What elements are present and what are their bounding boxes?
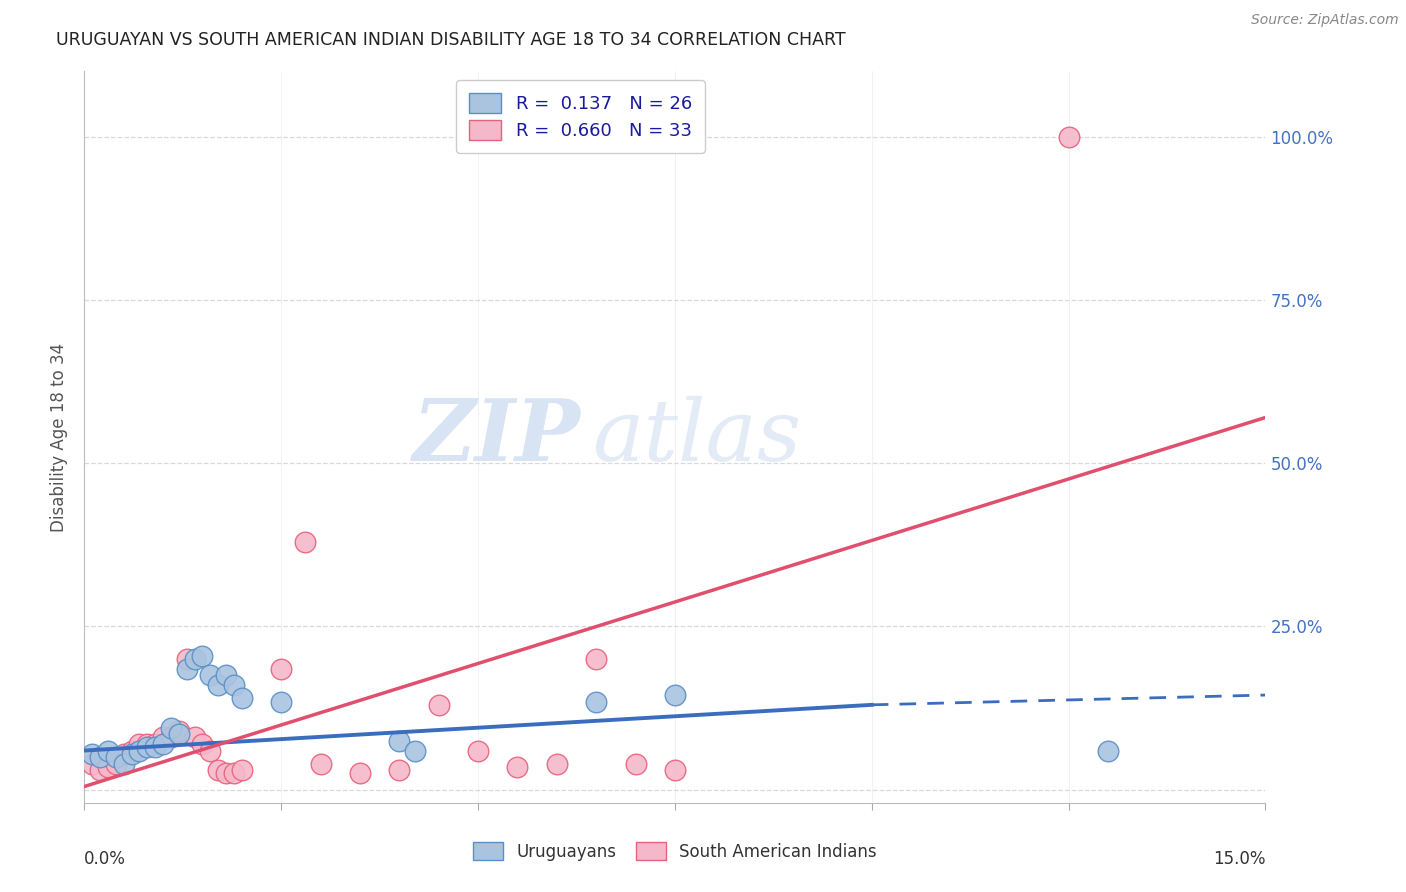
Point	[467, 743, 489, 757]
Point	[270, 662, 292, 676]
Point	[167, 727, 190, 741]
Point	[82, 756, 104, 771]
Point	[152, 731, 174, 745]
Point	[112, 747, 135, 761]
Point	[176, 652, 198, 666]
Text: URUGUAYAN VS SOUTH AMERICAN INDIAN DISABILITY AGE 18 TO 34 CORRELATION CHART: URUGUAYAN VS SOUTH AMERICAN INDIAN DISAB…	[56, 31, 846, 49]
Point	[97, 760, 120, 774]
Point	[388, 733, 411, 747]
Point	[270, 695, 292, 709]
Point	[136, 737, 159, 751]
Point	[191, 737, 214, 751]
Point	[160, 731, 183, 745]
Point	[294, 534, 316, 549]
Point	[664, 763, 686, 777]
Point	[183, 652, 205, 666]
Point	[1097, 743, 1119, 757]
Point	[207, 763, 229, 777]
Point	[231, 691, 253, 706]
Point	[183, 731, 205, 745]
Point	[136, 740, 159, 755]
Point	[167, 723, 190, 738]
Point	[200, 743, 222, 757]
Text: 15.0%: 15.0%	[1213, 850, 1265, 868]
Point	[231, 763, 253, 777]
Point	[160, 721, 183, 735]
Point	[585, 652, 607, 666]
Point	[89, 750, 111, 764]
Point	[143, 740, 166, 755]
Text: Source: ZipAtlas.com: Source: ZipAtlas.com	[1251, 13, 1399, 28]
Text: atlas: atlas	[592, 396, 801, 478]
Point	[82, 747, 104, 761]
Point	[143, 737, 166, 751]
Point	[506, 760, 529, 774]
Point	[121, 743, 143, 757]
Point	[222, 678, 245, 692]
Text: 0.0%: 0.0%	[84, 850, 127, 868]
Point	[89, 763, 111, 777]
Point	[112, 756, 135, 771]
Point	[404, 743, 426, 757]
Y-axis label: Disability Age 18 to 34: Disability Age 18 to 34	[51, 343, 69, 532]
Point	[309, 756, 332, 771]
Point	[585, 695, 607, 709]
Point	[200, 668, 222, 682]
Point	[104, 756, 127, 771]
Point	[121, 747, 143, 761]
Point	[176, 662, 198, 676]
Point	[349, 766, 371, 780]
Point	[152, 737, 174, 751]
Legend: Uruguayans, South American Indians: Uruguayans, South American Indians	[465, 836, 884, 868]
Point	[1057, 129, 1080, 144]
Point	[222, 766, 245, 780]
Point	[128, 737, 150, 751]
Point	[546, 756, 568, 771]
Point	[191, 648, 214, 663]
Point	[104, 750, 127, 764]
Point	[97, 743, 120, 757]
Point	[624, 756, 647, 771]
Text: ZIP: ZIP	[412, 395, 581, 479]
Point	[427, 698, 450, 712]
Point	[215, 766, 238, 780]
Point	[388, 763, 411, 777]
Point	[207, 678, 229, 692]
Point	[664, 688, 686, 702]
Point	[215, 668, 238, 682]
Point	[128, 743, 150, 757]
